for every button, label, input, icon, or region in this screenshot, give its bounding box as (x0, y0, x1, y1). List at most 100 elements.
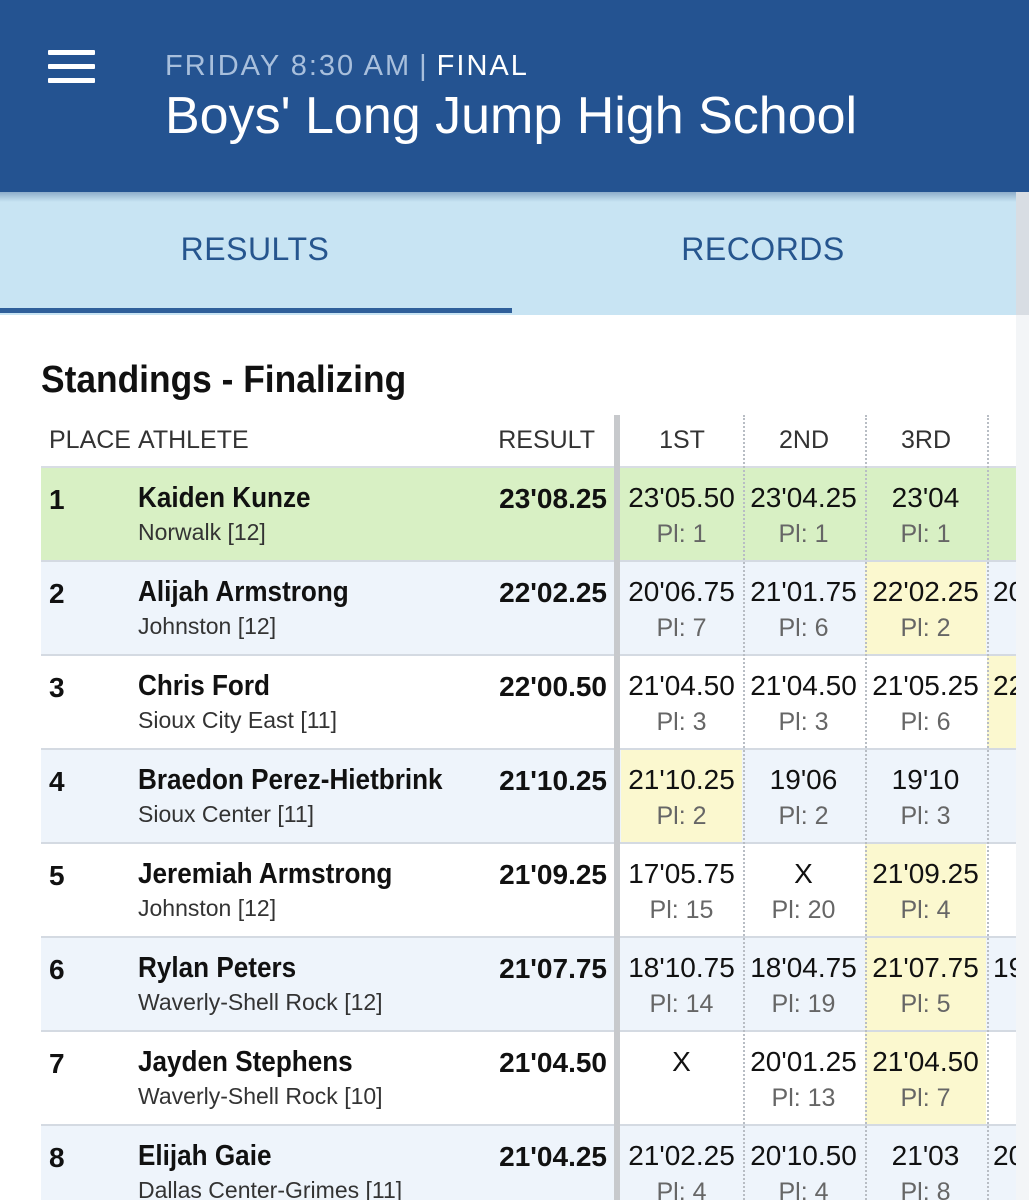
scrollbar-thumb[interactable] (1016, 192, 1029, 315)
athlete-team: Sioux Center [11] (138, 801, 315, 827)
attempt-cell: 21'04.50 Pl: 3 (743, 656, 864, 748)
attempt-cell: 21'07.75 Pl: 5 (865, 938, 986, 1030)
athlete-name: Jayden Stephens (138, 1046, 353, 1078)
attempt-place: Pl: 7 (656, 614, 707, 642)
attempt-cell: 23'04 Pl: 1 (865, 468, 986, 560)
place: 7 (49, 1048, 65, 1079)
athlete-name: Elijah Gaie (138, 1140, 272, 1172)
best-result: 22'02.25 (499, 577, 607, 608)
tab-results[interactable]: RESULTS (180, 231, 330, 267)
attempt-cell: 17'05.75 Pl: 15 (621, 844, 742, 936)
attempt-mark: 23'05.50 (628, 482, 735, 513)
attempt-cell: 21'01.75 Pl: 6 (743, 562, 864, 654)
place: 4 (49, 766, 65, 797)
column-header-athlete: ATHLETE (138, 426, 249, 454)
separator: | (419, 50, 429, 82)
attempt-mark: 21'03 (891, 1140, 960, 1171)
table-row[interactable]: 5 Jeremiah Armstrong Johnston [12] 21'09.25… (41, 844, 1016, 938)
attempt-mark: 21'05.25 (872, 670, 979, 701)
attempt-mark: 21'07.75 (872, 952, 979, 983)
best-result: 23'08.25 (499, 483, 607, 514)
attempt-cell: I (987, 1032, 1016, 1124)
attempt-cell: 19'06 Pl: 2 (743, 750, 864, 842)
attempt-cell: 23'05.50 Pl: 1 (621, 468, 742, 560)
attempt-place: Pl: 7 (900, 1084, 951, 1112)
attempt-cell: 21'05.25 Pl: 6 (865, 656, 986, 748)
best-result: 21'09.25 (499, 859, 607, 890)
column-header-attempt-1: 1ST (659, 426, 705, 454)
best-result: 21'07.75 (499, 953, 607, 984)
attempt-mark: 17'05.75 (628, 858, 735, 889)
attempt-mark: 23'04.25 (750, 482, 857, 513)
column-header-place: PLACE (49, 426, 131, 454)
attempt-place: Pl: 2 (656, 802, 707, 830)
attempt-mark: 20 (993, 1140, 1016, 1171)
attempt-cell: 21'03 Pl: 8 (865, 1126, 986, 1200)
attempt-mark: 18'04.75 (750, 952, 857, 983)
column-header-attempt-4: 4 (987, 415, 1016, 466)
tab-records[interactable]: RECORDS (681, 231, 845, 267)
athlete-name: Chris Ford (138, 670, 270, 702)
attempt-cell: 18'10.75 Pl: 14 (621, 938, 742, 1030)
attempt-cell: 20'01.25 Pl: 13 (743, 1032, 864, 1124)
attempt-place: Pl: 1 (900, 520, 951, 548)
frozen-column-divider (614, 415, 620, 1200)
table-row[interactable]: 3 Chris Ford Sioux City East [11] 22'00.50 2… (41, 656, 1016, 750)
active-tab-indicator (0, 308, 512, 313)
place: 5 (49, 860, 65, 891)
attempt-cell: 19I (987, 938, 1016, 1030)
athlete-team: Norwalk [12] (138, 519, 266, 545)
attempt-place: Pl: 8 (900, 1178, 951, 1200)
athlete-name: Kaiden Kunze (138, 482, 311, 514)
attempt-mark: 23'04 (891, 482, 960, 513)
attempt-cell (987, 750, 1016, 842)
athlete-team: Johnston [12] (138, 613, 277, 639)
attempt-mark: 19'06 (769, 764, 838, 795)
attempt-divider (865, 415, 867, 1200)
attempt-place: Pl: 4 (778, 1178, 829, 1200)
column-header-result: RESULT (498, 426, 595, 454)
attempt-place: Pl: 19 (771, 990, 836, 1018)
attempt-place: Pl: 14 (649, 990, 714, 1018)
table-row[interactable]: 4 Braedon Perez-Hietbrink Sioux Center [11… (41, 750, 1016, 844)
athlete-team: Johnston [12] (138, 895, 277, 921)
attempt-mark: 21'01.75 (750, 576, 857, 607)
attempt-cell: 20I (987, 562, 1016, 654)
athlete-team: Waverly-Shell Rock [12] (138, 989, 383, 1015)
table-row[interactable]: 7 Jayden Stephens Waverly-Shell Rock [10] 2… (41, 1032, 1016, 1126)
best-result: 21'04.50 (499, 1047, 607, 1078)
table-row[interactable]: 8 Elijah Gaie Dallas Center-Grimes [11] 21'… (41, 1126, 1016, 1200)
header-divider (41, 466, 1016, 468)
attempt-cell: 21'04.50 Pl: 3 (621, 656, 742, 748)
attempt-cell: I (987, 844, 1016, 936)
attempt-place: Pl: 3 (656, 708, 707, 736)
attempt-cell: 18'04.75 Pl: 19 (743, 938, 864, 1030)
attempt-mark: 21'09.25 (872, 858, 979, 889)
scrollbar-track[interactable] (1016, 192, 1029, 1200)
attempt-cell: 21'02.25 Pl: 4 (621, 1126, 742, 1200)
table-row[interactable]: 6 Rylan Peters Waverly-Shell Rock [12] 21'0… (41, 938, 1016, 1032)
attempt-place: Pl: 4 (656, 1178, 707, 1200)
attempt-mark: 20'06.75 (628, 576, 735, 607)
column-header-attempt-2: 2ND (778, 426, 829, 454)
place: 6 (49, 954, 65, 985)
attempt-place: Pl: 6 (778, 614, 829, 642)
attempt-cell: 22I (987, 656, 1016, 748)
place: 1 (49, 484, 65, 515)
attempt-place: Pl: 15 (649, 896, 714, 924)
athlete-team: Dallas Center-Grimes [11] (138, 1177, 403, 1200)
best-result: 21'04.25 (499, 1141, 607, 1172)
attempt-cell: 20'10.50 Pl: 4 (743, 1126, 864, 1200)
attempt-mark: 20 (993, 576, 1016, 607)
athlete-name: Alijah Armstrong (138, 576, 349, 608)
attempt-mark: 21'04.50 (628, 670, 735, 701)
section-title: Standings - Finalizing (41, 359, 407, 401)
place: 3 (49, 672, 65, 703)
menu-icon[interactable] (48, 50, 96, 84)
attempt-mark: 20'01.25 (750, 1046, 857, 1077)
attempt-cell: 20'06.75 Pl: 7 (621, 562, 742, 654)
attempt-divider (987, 415, 989, 1200)
attempt-cell: X Pl: 20 (743, 844, 864, 936)
table-row[interactable]: 2 Alijah Armstrong Johnston [12] 22'02.25 20… (41, 562, 1016, 656)
table-row[interactable]: 1 Kaiden Kunze Norwalk [12] 23'08.25 23'05.5… (41, 468, 1016, 562)
